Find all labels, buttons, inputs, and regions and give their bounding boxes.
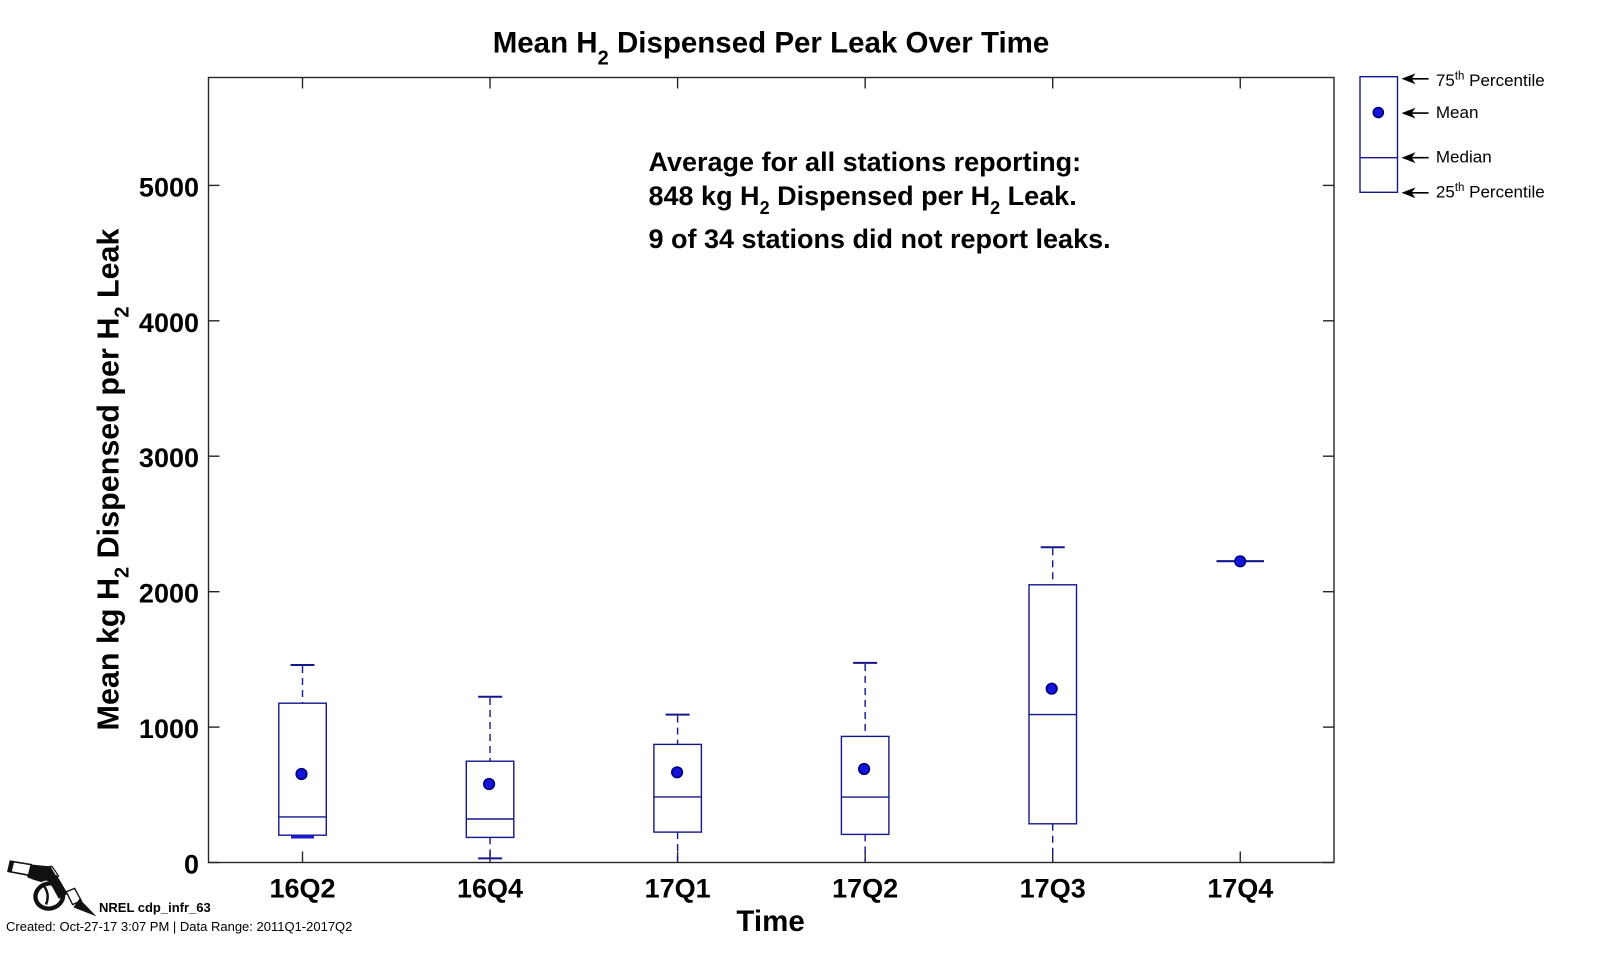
svg-text:16Q2: 16Q2 xyxy=(269,874,335,904)
svg-text:Created: Oct-27-17 3:07 PM |: Created: Oct-27-17 3:07 PM | Data Range:… xyxy=(6,919,352,934)
svg-text:Average for all stations repor: Average for all stations reporting: xyxy=(649,147,1082,177)
svg-text:4000: 4000 xyxy=(139,308,199,338)
svg-text:Median: Median xyxy=(1436,147,1492,166)
svg-text:Mean: Mean xyxy=(1436,103,1479,122)
svg-text:25th Percentile: 25th Percentile xyxy=(1436,182,1545,202)
svg-text:5000: 5000 xyxy=(139,172,199,202)
svg-text:17Q1: 17Q1 xyxy=(645,874,711,904)
svg-text:0: 0 xyxy=(184,850,199,880)
svg-text:16Q4: 16Q4 xyxy=(457,874,523,904)
svg-text:17Q3: 17Q3 xyxy=(1020,874,1086,904)
svg-text:NREL cdp_infr_63: NREL cdp_infr_63 xyxy=(99,900,211,915)
svg-text:17Q4: 17Q4 xyxy=(1207,874,1273,904)
svg-text:Time: Time xyxy=(736,905,804,938)
svg-text:1000: 1000 xyxy=(139,714,199,744)
svg-text:75th Percentile: 75th Percentile xyxy=(1436,70,1545,90)
svg-text:9 of 34 stations did not repor: 9 of 34 stations did not report leaks. xyxy=(649,224,1111,254)
svg-text:2000: 2000 xyxy=(139,579,199,609)
svg-text:17Q2: 17Q2 xyxy=(832,874,898,904)
svg-text:3000: 3000 xyxy=(139,443,199,473)
